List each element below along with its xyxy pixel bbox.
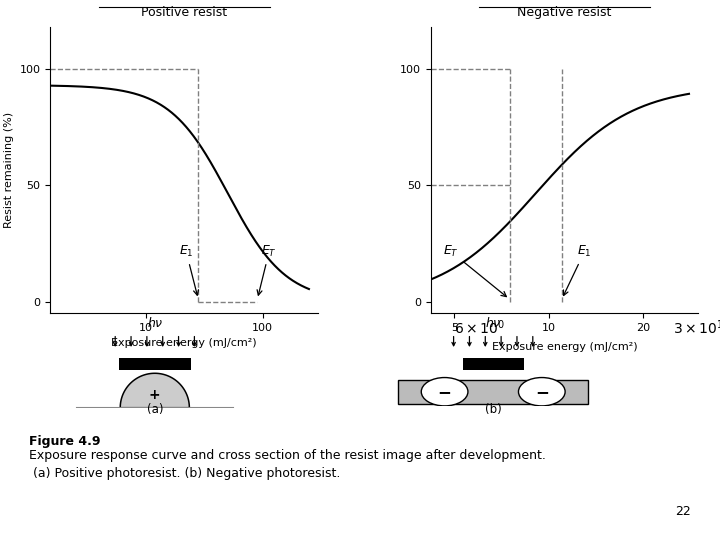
Ellipse shape (421, 377, 468, 406)
Text: +: + (149, 388, 161, 402)
Text: $E_1$: $E_1$ (564, 244, 592, 295)
Text: $h\nu$: $h\nu$ (146, 316, 163, 330)
Polygon shape (120, 373, 189, 408)
Ellipse shape (518, 377, 565, 406)
Title: Positive resist: Positive resist (141, 6, 228, 19)
Text: $E_T$: $E_T$ (443, 244, 506, 296)
Text: 22: 22 (675, 505, 691, 518)
Text: (a): (a) (147, 403, 163, 416)
X-axis label: Exposure energy (mJ/cm²): Exposure energy (mJ/cm²) (492, 342, 637, 352)
X-axis label: Exposure energy (mJ/cm²): Exposure energy (mJ/cm²) (112, 339, 257, 348)
Title: Negative resist: Negative resist (518, 6, 612, 19)
Text: Figure 4.9: Figure 4.9 (29, 435, 100, 448)
Text: (b): (b) (485, 403, 502, 416)
Text: $h\nu$: $h\nu$ (485, 316, 502, 330)
Text: Exposure response curve and cross section of the resist image after development.: Exposure response curve and cross sectio… (29, 449, 546, 480)
Text: −: − (438, 383, 451, 401)
Text: $E_T$: $E_T$ (257, 244, 277, 295)
Text: $E_1$: $E_1$ (179, 244, 199, 295)
Y-axis label: Resist remaining (%): Resist remaining (%) (4, 112, 14, 228)
Bar (398, 380, 588, 404)
Text: −: − (535, 383, 549, 401)
